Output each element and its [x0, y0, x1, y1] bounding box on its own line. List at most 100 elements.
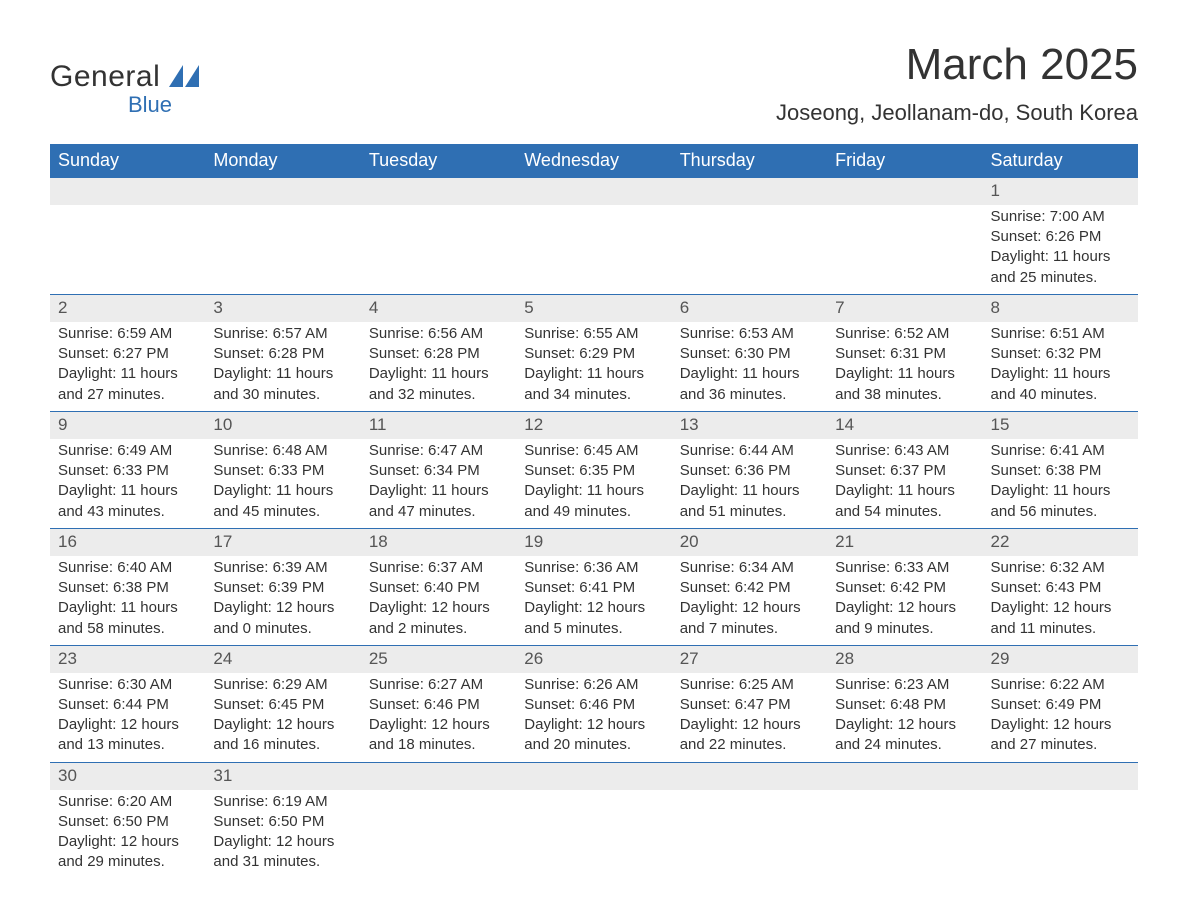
day-sunset: Sunset: 6:33 PM — [213, 461, 352, 481]
day-number: 5 — [516, 295, 671, 322]
day-body-cell: Sunrise: 6:49 AMSunset: 6:33 PMDaylight:… — [50, 439, 205, 529]
day-body: Sunrise: 6:52 AMSunset: 6:31 PMDaylight:… — [827, 322, 982, 411]
day-body: Sunrise: 6:44 AMSunset: 6:36 PMDaylight:… — [672, 439, 827, 528]
day-number-cell: 24 — [205, 645, 360, 672]
day-number-cell — [361, 762, 516, 789]
day-body-cell: Sunrise: 6:45 AMSunset: 6:35 PMDaylight:… — [516, 439, 671, 529]
day-body-cell: Sunrise: 6:33 AMSunset: 6:42 PMDaylight:… — [827, 556, 982, 646]
day-day1: Daylight: 12 hours — [58, 715, 197, 735]
day-body — [672, 205, 827, 283]
day-body-cell — [361, 205, 516, 295]
day-number-cell: 3 — [205, 294, 360, 321]
day-number — [827, 763, 982, 790]
day-sunrise: Sunrise: 6:39 AM — [213, 558, 352, 578]
day-body-cell: Sunrise: 6:47 AMSunset: 6:34 PMDaylight:… — [361, 439, 516, 529]
day-day2: and 56 minutes. — [991, 502, 1130, 522]
day-header-sat: Saturday — [983, 144, 1138, 178]
day-sunrise: Sunrise: 6:20 AM — [58, 792, 197, 812]
day-number-cell: 6 — [672, 294, 827, 321]
day-body-cell: Sunrise: 6:51 AMSunset: 6:32 PMDaylight:… — [983, 322, 1138, 412]
day-day2: and 5 minutes. — [524, 619, 663, 639]
day-body: Sunrise: 6:20 AMSunset: 6:50 PMDaylight:… — [50, 790, 205, 879]
day-number-cell — [205, 178, 360, 205]
day-number-cell: 30 — [50, 762, 205, 789]
day-body-cell: Sunrise: 6:34 AMSunset: 6:42 PMDaylight:… — [672, 556, 827, 646]
page-header: General Blue March 2025 Joseong, Jeollan… — [50, 40, 1138, 126]
day-day2: and 34 minutes. — [524, 385, 663, 405]
day-number: 10 — [205, 412, 360, 439]
day-number-cell: 11 — [361, 411, 516, 438]
day-sunrise: Sunrise: 6:52 AM — [835, 324, 974, 344]
day-sunset: Sunset: 6:42 PM — [835, 578, 974, 598]
day-body-cell: Sunrise: 6:53 AMSunset: 6:30 PMDaylight:… — [672, 322, 827, 412]
day-body — [827, 790, 982, 868]
day-day1: Daylight: 12 hours — [835, 598, 974, 618]
day-sunrise: Sunrise: 6:37 AM — [369, 558, 508, 578]
day-day1: Daylight: 12 hours — [835, 715, 974, 735]
day-body-cell: Sunrise: 6:57 AMSunset: 6:28 PMDaylight:… — [205, 322, 360, 412]
day-number-cell — [672, 762, 827, 789]
day-sunset: Sunset: 6:38 PM — [991, 461, 1130, 481]
day-sunset: Sunset: 6:29 PM — [524, 344, 663, 364]
day-body: Sunrise: 6:43 AMSunset: 6:37 PMDaylight:… — [827, 439, 982, 528]
day-day1: Daylight: 11 hours — [524, 364, 663, 384]
day-day1: Daylight: 11 hours — [680, 364, 819, 384]
day-body-cell: Sunrise: 6:43 AMSunset: 6:37 PMDaylight:… — [827, 439, 982, 529]
day-body: Sunrise: 6:47 AMSunset: 6:34 PMDaylight:… — [361, 439, 516, 528]
day-body-cell: Sunrise: 6:20 AMSunset: 6:50 PMDaylight:… — [50, 790, 205, 879]
day-sunset: Sunset: 6:35 PM — [524, 461, 663, 481]
day-body-cell — [205, 205, 360, 295]
day-number: 16 — [50, 529, 205, 556]
day-body: Sunrise: 6:53 AMSunset: 6:30 PMDaylight:… — [672, 322, 827, 411]
day-number-cell — [827, 762, 982, 789]
day-day1: Daylight: 11 hours — [835, 481, 974, 501]
day-body: Sunrise: 6:33 AMSunset: 6:42 PMDaylight:… — [827, 556, 982, 645]
brand-logo: General Blue — [50, 60, 199, 118]
day-sunrise: Sunrise: 6:56 AM — [369, 324, 508, 344]
day-body-cell: Sunrise: 6:39 AMSunset: 6:39 PMDaylight:… — [205, 556, 360, 646]
day-number — [672, 763, 827, 790]
day-day2: and 16 minutes. — [213, 735, 352, 755]
page-title: March 2025 — [776, 40, 1138, 90]
day-day2: and 22 minutes. — [680, 735, 819, 755]
day-number — [827, 178, 982, 205]
day-number: 23 — [50, 646, 205, 673]
day-sunrise: Sunrise: 6:51 AM — [991, 324, 1130, 344]
day-number: 25 — [361, 646, 516, 673]
day-day2: and 38 minutes. — [835, 385, 974, 405]
week-number-row: 2345678 — [50, 294, 1138, 321]
day-number — [205, 178, 360, 205]
day-body-cell: Sunrise: 6:59 AMSunset: 6:27 PMDaylight:… — [50, 322, 205, 412]
day-sunrise: Sunrise: 6:53 AM — [680, 324, 819, 344]
day-body-cell: Sunrise: 7:00 AMSunset: 6:26 PMDaylight:… — [983, 205, 1138, 295]
day-body-cell: Sunrise: 6:55 AMSunset: 6:29 PMDaylight:… — [516, 322, 671, 412]
day-number: 7 — [827, 295, 982, 322]
day-number-cell: 14 — [827, 411, 982, 438]
day-sunset: Sunset: 6:43 PM — [991, 578, 1130, 598]
day-sunset: Sunset: 6:28 PM — [213, 344, 352, 364]
day-body-cell: Sunrise: 6:56 AMSunset: 6:28 PMDaylight:… — [361, 322, 516, 412]
day-body — [983, 790, 1138, 868]
day-day1: Daylight: 11 hours — [58, 598, 197, 618]
day-sunrise: Sunrise: 6:44 AM — [680, 441, 819, 461]
day-number-cell: 31 — [205, 762, 360, 789]
day-day1: Daylight: 12 hours — [680, 598, 819, 618]
day-body: Sunrise: 6:39 AMSunset: 6:39 PMDaylight:… — [205, 556, 360, 645]
day-day2: and 29 minutes. — [58, 852, 197, 872]
day-number: 28 — [827, 646, 982, 673]
day-sunrise: Sunrise: 6:19 AM — [213, 792, 352, 812]
day-sunset: Sunset: 6:48 PM — [835, 695, 974, 715]
brand-name-general: General — [50, 60, 160, 93]
day-sunset: Sunset: 6:34 PM — [369, 461, 508, 481]
day-sunset: Sunset: 6:33 PM — [58, 461, 197, 481]
day-body-cell: Sunrise: 6:37 AMSunset: 6:40 PMDaylight:… — [361, 556, 516, 646]
week-body-row: Sunrise: 6:59 AMSunset: 6:27 PMDaylight:… — [50, 322, 1138, 412]
day-number — [516, 763, 671, 790]
day-number: 2 — [50, 295, 205, 322]
day-sunset: Sunset: 6:30 PM — [680, 344, 819, 364]
day-sunrise: Sunrise: 6:43 AM — [835, 441, 974, 461]
day-body — [672, 790, 827, 868]
day-number-cell: 12 — [516, 411, 671, 438]
day-number — [983, 763, 1138, 790]
day-number: 30 — [50, 763, 205, 790]
